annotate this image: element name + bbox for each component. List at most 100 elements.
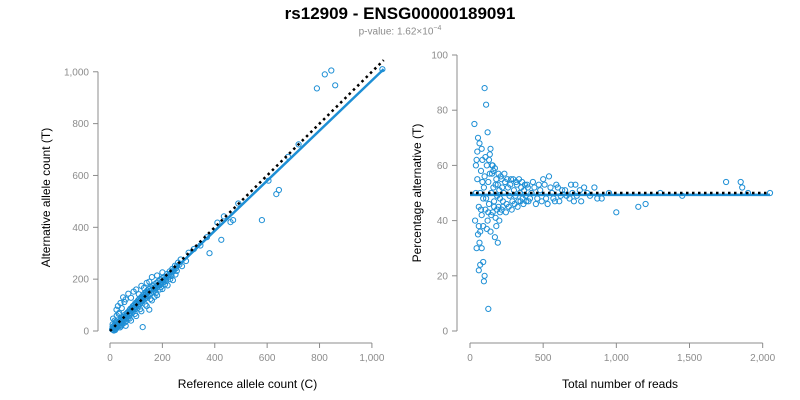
- left-x-axis-label: Reference allele count (C): [178, 377, 317, 391]
- left-data-point: [133, 286, 140, 293]
- chart-subtitle: p-value: 1.62×10−4: [0, 25, 800, 37]
- left-data-point: [218, 236, 225, 243]
- right-data-point: [578, 198, 585, 205]
- right-data-point: [570, 198, 578, 205]
- right-data-point: [475, 223, 482, 230]
- right-data-point: [481, 85, 488, 92]
- chart-title: rs12909 - ENSG00000189091: [284, 4, 516, 23]
- right-data-point: [504, 176, 511, 183]
- left-data-point: [139, 324, 146, 331]
- right-data-point: [483, 225, 490, 232]
- left-data-point: [230, 217, 237, 224]
- left-data-point: [122, 319, 129, 326]
- right-data-point: [498, 176, 505, 183]
- right-data-point: [496, 217, 503, 224]
- right-data-point: [485, 156, 493, 163]
- right-data-point: [481, 173, 488, 180]
- right-data-point: [487, 228, 494, 235]
- right-y-tick-label: 20: [437, 271, 449, 282]
- left-data-point: [126, 315, 133, 322]
- right-data-point: [524, 184, 531, 191]
- right-data-point: [547, 184, 554, 191]
- right-data-point: [478, 212, 485, 219]
- left-data-point: [110, 315, 117, 322]
- right-data-point: [483, 162, 490, 169]
- right-y-tick-label: 80: [437, 106, 449, 117]
- left-y-tick-label: 0: [83, 327, 89, 338]
- right-data-point: [479, 178, 486, 186]
- left-data-point: [172, 271, 179, 278]
- right-data-point: [492, 181, 499, 188]
- right-data-point: [491, 198, 498, 205]
- right-data-point: [472, 162, 479, 169]
- right-data-point: [545, 173, 553, 180]
- left-data-point: [313, 85, 320, 92]
- right-data-point: [475, 267, 482, 274]
- left-data-point: [146, 278, 153, 285]
- left-x-tick-label: 0: [107, 353, 113, 364]
- right-y-tick-label: 100: [431, 51, 448, 62]
- right-data-point: [480, 278, 487, 285]
- right-data-point: [635, 203, 642, 210]
- right-data-point: [474, 176, 481, 183]
- left-data-point: [117, 323, 125, 330]
- right-data-point: [494, 239, 501, 246]
- right-data-point: [486, 170, 493, 177]
- left-data-point: [140, 284, 148, 292]
- right-data-point: [481, 272, 488, 279]
- right-x-tick-label: 1,000: [604, 353, 629, 364]
- right-data-point: [482, 154, 489, 161]
- left-y-tick-label: 1,000: [64, 67, 89, 78]
- right-data-point: [537, 187, 544, 194]
- left-data-point: [235, 200, 242, 207]
- right-data-point: [484, 217, 491, 224]
- left-data-point: [206, 250, 213, 257]
- right-data-point: [553, 181, 560, 188]
- right-data-point: [488, 212, 495, 219]
- right-data-point: [508, 206, 515, 213]
- right-y-tick-label: 60: [437, 161, 449, 172]
- right-data-point: [495, 170, 502, 177]
- right-data-point: [532, 200, 540, 208]
- left-x-tick-label: 200: [154, 353, 171, 364]
- left-data-point: [146, 306, 153, 313]
- right-data-point: [471, 120, 478, 128]
- left-data-point: [113, 312, 120, 319]
- right-x-tick-label: 0: [467, 353, 473, 364]
- right-data-point: [513, 181, 520, 188]
- left-data-point: [142, 301, 149, 308]
- right-data-point: [473, 156, 480, 163]
- right-data-point: [507, 181, 514, 188]
- right-data-point: [485, 305, 492, 312]
- right-data-point: [535, 181, 542, 188]
- left-data-point: [115, 310, 122, 317]
- right-data-point: [493, 223, 500, 230]
- left-data-point: [295, 141, 302, 148]
- left-x-tick-label: 800: [311, 353, 328, 364]
- right-y-tick-label: 0: [442, 327, 448, 338]
- right-data-point: [567, 181, 575, 188]
- right-y-tick-label: 40: [437, 216, 449, 227]
- right-data-point: [489, 162, 496, 169]
- right-data-point: [478, 245, 485, 252]
- right-data-point: [572, 181, 579, 188]
- right-data-point: [501, 170, 508, 177]
- left-y-tick-label: 600: [72, 171, 89, 182]
- left-data-point: [137, 306, 144, 313]
- right-data-point: [477, 261, 484, 268]
- right-data-point: [487, 145, 494, 152]
- right-data-point: [556, 198, 563, 205]
- left-data-point: [122, 296, 129, 303]
- right-data-point: [474, 134, 482, 141]
- left-data-point: [169, 277, 176, 284]
- right-data-point: [484, 129, 491, 136]
- right-data-point: [485, 200, 493, 208]
- right-data-point: [494, 181, 501, 188]
- right-data-point: [502, 209, 509, 216]
- right-data-point: [524, 181, 531, 188]
- right-data-point: [477, 228, 484, 235]
- left-data-point: [321, 71, 328, 78]
- right-data-point: [591, 184, 598, 191]
